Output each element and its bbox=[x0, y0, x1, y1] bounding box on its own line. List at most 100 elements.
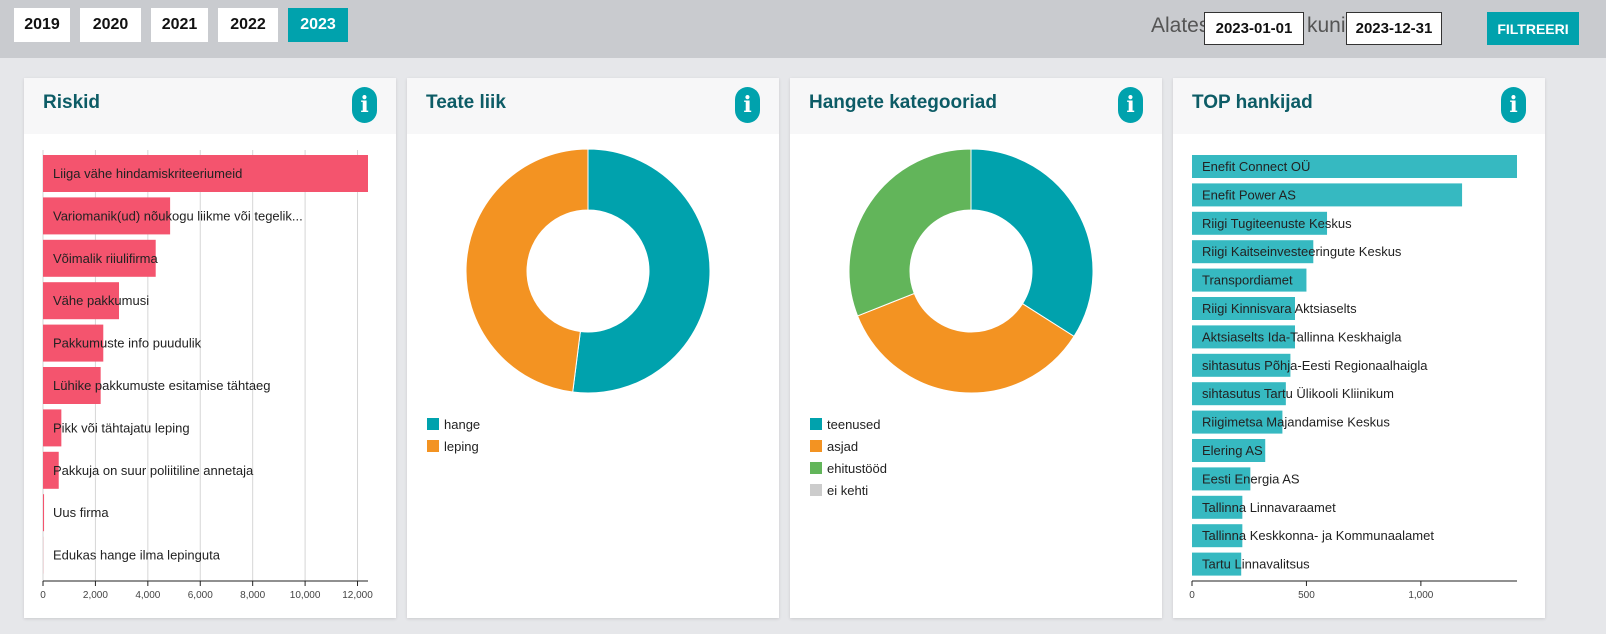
bar-label: Eesti Energia AS bbox=[1202, 471, 1300, 486]
bar[interactable] bbox=[1192, 552, 1242, 576]
bar[interactable] bbox=[1192, 240, 1314, 264]
legend-item[interactable]: leping bbox=[427, 435, 480, 457]
bar[interactable] bbox=[1192, 410, 1283, 434]
bar-label: Elering AS bbox=[1202, 443, 1263, 458]
notice-type-card: Teate liik i hange leping bbox=[407, 78, 779, 618]
bar-label: Tallinna Linnavaraamet bbox=[1202, 500, 1336, 515]
year-button-2022[interactable]: 2022 bbox=[218, 8, 278, 42]
bar[interactable] bbox=[1192, 211, 1328, 235]
categories-card-header: Hangete kategooriad i bbox=[790, 78, 1162, 134]
year-button-2020[interactable]: 2020 bbox=[80, 8, 141, 42]
x-tick-label: 0 bbox=[1189, 590, 1195, 601]
legend-label: leping bbox=[444, 438, 479, 454]
top-suppliers-card-title: TOP hankijad bbox=[1192, 92, 1313, 113]
x-tick-label: 10,000 bbox=[290, 590, 321, 601]
x-tick-label: 6,000 bbox=[188, 590, 213, 601]
notice-type-donut-chart bbox=[465, 148, 711, 394]
x-tick-label: 8,000 bbox=[240, 590, 265, 601]
bar-label: Enefit Power AS bbox=[1202, 187, 1296, 202]
donut-slice[interactable] bbox=[848, 148, 972, 317]
legend-item[interactable]: asjad bbox=[810, 435, 887, 457]
risks-bar-chart: Liiga vähe hindamiskriteeriumeid Varioman… bbox=[40, 150, 373, 601]
bar[interactable] bbox=[1192, 325, 1295, 349]
legend-item[interactable]: teenused bbox=[810, 413, 887, 435]
risks-info-button[interactable]: i bbox=[352, 87, 377, 123]
bar[interactable] bbox=[43, 451, 59, 489]
donut-slice[interactable] bbox=[465, 148, 589, 393]
bar[interactable] bbox=[43, 494, 45, 532]
risks-card-header: Riskid i bbox=[24, 78, 396, 134]
bar[interactable] bbox=[43, 282, 120, 320]
bar-label: Pikk või tähtajatu leping bbox=[53, 420, 190, 435]
categories-card-title: Hangete kategooriad bbox=[809, 92, 997, 113]
bar-label: Uus firma bbox=[53, 505, 109, 520]
top-suppliers-card: TOP hankijad i Enefit Connect OÜ Enefit P… bbox=[1173, 78, 1545, 618]
bar[interactable] bbox=[1192, 495, 1243, 519]
risks-card: Riskid i Liiga vähe hindamiskriteeriumei… bbox=[24, 78, 396, 618]
bar[interactable] bbox=[43, 367, 101, 404]
year-button-2021[interactable]: 2021 bbox=[151, 8, 208, 42]
categories-card: Hangete kategooriad i teenused asjad ehitu… bbox=[790, 78, 1162, 618]
x-tick-label: 0 bbox=[40, 590, 46, 601]
legend-swatch bbox=[810, 440, 822, 452]
bar[interactable] bbox=[43, 409, 62, 447]
bar-label: Tallinna Keskkonna- ja Kommunaalamet bbox=[1202, 528, 1434, 543]
bar-label: Lühike pakkumuste esitamise tähtaeg bbox=[53, 378, 271, 393]
bar[interactable] bbox=[1192, 524, 1243, 548]
from-date-label: Alates bbox=[1151, 14, 1210, 37]
bar[interactable] bbox=[43, 239, 156, 277]
bar[interactable] bbox=[43, 197, 171, 235]
top-suppliers-chart-area: Enefit Connect OÜ Enefit Power AS Riigi Tu… bbox=[1173, 134, 1545, 618]
legend-swatch bbox=[427, 418, 439, 430]
donut-slice[interactable] bbox=[856, 292, 1075, 394]
bar-label: Edukas hange ilma lepinguta bbox=[53, 548, 221, 563]
bar-label: Riigi Kaitseinvesteeringute Keskus bbox=[1202, 244, 1402, 259]
legend-swatch bbox=[427, 440, 439, 452]
filter-button[interactable]: FILTREERI bbox=[1487, 12, 1579, 45]
legend-item[interactable]: ei kehti bbox=[810, 479, 887, 501]
bar[interactable] bbox=[1192, 439, 1266, 462]
bar-label: Võimalik riiulifirma bbox=[53, 251, 159, 266]
legend-label: ehitustööd bbox=[827, 460, 887, 476]
bar-label: Aktsiaselts Ida-Tallinna Keskhaigla bbox=[1202, 329, 1402, 344]
bar[interactable] bbox=[1192, 297, 1295, 320]
bar-label: Liiga vähe hindamiskriteeriumeid bbox=[53, 166, 242, 181]
bar-label: Tartu Linnavalitsus bbox=[1202, 557, 1310, 572]
to-date-input[interactable] bbox=[1346, 12, 1442, 45]
bar[interactable] bbox=[1192, 353, 1291, 377]
top-suppliers-bar-chart: Enefit Connect OÜ Enefit Power AS Riigi Tu… bbox=[1189, 155, 1517, 601]
year-button-2023[interactable]: 2023 bbox=[288, 8, 348, 42]
from-date-input[interactable] bbox=[1204, 12, 1304, 45]
top-filter-bar: 2019 2020 2021 2022 2023 Alates kuni FIL… bbox=[0, 0, 1606, 58]
legend-swatch bbox=[810, 418, 822, 430]
top-suppliers-info-button[interactable]: i bbox=[1501, 87, 1526, 123]
bar[interactable] bbox=[43, 324, 104, 362]
categories-info-button[interactable]: i bbox=[1118, 87, 1143, 123]
bar[interactable] bbox=[1192, 155, 1517, 178]
bar[interactable] bbox=[1192, 268, 1307, 292]
bar[interactable] bbox=[1192, 183, 1463, 207]
bar-label: Transpordiamet bbox=[1202, 273, 1293, 288]
legend-swatch bbox=[810, 462, 822, 474]
legend-label: hange bbox=[444, 416, 481, 432]
notice-type-legend: hange leping bbox=[427, 413, 480, 457]
year-button-2019[interactable]: 2019 bbox=[14, 8, 70, 42]
bar[interactable] bbox=[1192, 382, 1286, 406]
bar-label: Enefit Connect OÜ bbox=[1202, 159, 1310, 174]
x-tick-label: 12,000 bbox=[342, 590, 373, 601]
donut-slice[interactable] bbox=[572, 148, 711, 394]
bar-label: Pakkuja on suur poliitiline annetaja bbox=[53, 463, 254, 478]
bar-label: Variomanik(ud) nõukogu liikme või tegeli… bbox=[53, 208, 303, 223]
risks-chart-area: Liiga vähe hindamiskriteeriumeid Varioman… bbox=[24, 134, 396, 618]
x-tick-label: 1,000 bbox=[1408, 590, 1433, 601]
legend-item[interactable]: hange bbox=[427, 413, 480, 435]
categories-chart-area: teenused asjad ehitustööd ei kehti bbox=[790, 134, 1162, 618]
bar-label: Riigimetsa Majandamise Keskus bbox=[1202, 415, 1390, 430]
bar-label: Riigi Kinnisvara Aktsiaselts bbox=[1202, 301, 1357, 316]
legend-item[interactable]: ehitustööd bbox=[810, 457, 887, 479]
notice-type-info-button[interactable]: i bbox=[735, 87, 760, 123]
bar[interactable] bbox=[1192, 467, 1251, 491]
bar[interactable] bbox=[43, 155, 368, 192]
top-suppliers-card-header: TOP hankijad i bbox=[1173, 78, 1545, 134]
donut-slice[interactable] bbox=[970, 148, 1094, 338]
